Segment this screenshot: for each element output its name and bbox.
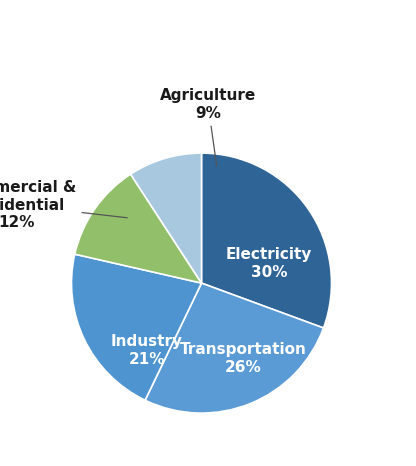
- Wedge shape: [72, 254, 201, 400]
- Wedge shape: [201, 153, 332, 328]
- Text: Electricity
30%: Electricity 30%: [226, 247, 312, 280]
- Text: Agriculture
9%: Agriculture 9%: [160, 88, 256, 166]
- Text: Industry
21%: Industry 21%: [111, 335, 183, 367]
- Text: Transportation
26%: Transportation 26%: [180, 343, 307, 375]
- Wedge shape: [145, 283, 324, 413]
- Text: Total U.S. Greenhouse Gas Emissions: Total U.S. Greenhouse Gas Emissions: [0, 32, 416, 52]
- Text: by Economic Sector in 2014: by Economic Sector in 2014: [41, 68, 375, 88]
- Wedge shape: [75, 174, 201, 283]
- Text: Commercial &
Residential
12%: Commercial & Residential 12%: [0, 180, 127, 230]
- Wedge shape: [131, 153, 201, 283]
